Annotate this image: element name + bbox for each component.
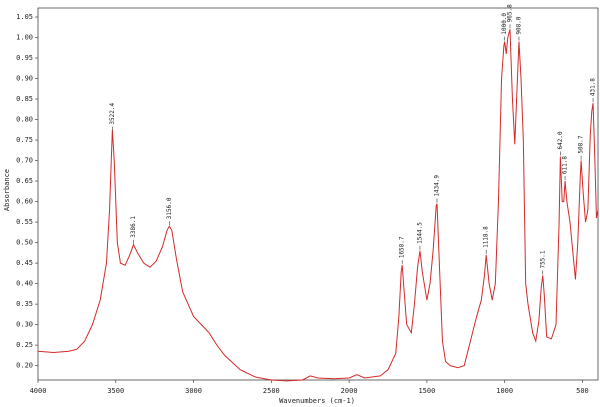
- peak-label: 611.8: [562, 156, 569, 174]
- y-tick-label: 0.95: [16, 54, 33, 62]
- y-tick-label: 0.75: [16, 136, 33, 144]
- plot-frame: [37, 7, 599, 381]
- peak-label: 1434.9: [434, 175, 441, 197]
- peak-label: 1658.7: [399, 236, 406, 258]
- y-tick-label: 0.50: [16, 239, 33, 247]
- y-tick-label: 0.40: [16, 280, 33, 288]
- peak-label: 508.7: [578, 135, 585, 153]
- y-tick-label: 0.90: [16, 75, 33, 83]
- y-tick-label: 0.65: [16, 177, 33, 185]
- x-tick-label: 3500: [107, 387, 124, 395]
- y-tick-label: 0.25: [16, 341, 33, 349]
- x-tick-label: 3000: [185, 387, 202, 395]
- peak-label: 642.0: [557, 131, 564, 149]
- x-tick-label: 1500: [418, 387, 435, 395]
- y-tick-label: 0.60: [16, 198, 33, 206]
- peak-label: 431.8: [590, 78, 597, 96]
- y-tick-label: 0.55: [16, 218, 33, 226]
- y-axis-title: Absorbance: [3, 169, 11, 211]
- peak-label: 755.1: [539, 250, 546, 268]
- x-tick-label: 500: [576, 387, 589, 395]
- y-tick-label: 0.45: [16, 259, 33, 267]
- x-tick-label: 2500: [263, 387, 280, 395]
- peak-label: 965.8: [506, 4, 513, 22]
- x-tick-label: 2000: [341, 387, 358, 395]
- y-tick-label: 1.05: [16, 13, 33, 21]
- y-tick-label: 0.85: [16, 95, 33, 103]
- peak-label: 1118.8: [483, 226, 490, 248]
- x-axis-title: Wavenumbers (cm-1): [279, 397, 355, 405]
- y-tick-label: 0.80: [16, 116, 33, 124]
- y-tick-label: 0.30: [16, 321, 33, 329]
- peak-label: 908.0: [515, 16, 522, 34]
- y-tick-label: 0.35: [16, 300, 33, 308]
- peak-label: 3522.4: [109, 103, 116, 125]
- spectrum-line: [37, 29, 599, 382]
- x-tick-label: 4000: [30, 387, 47, 395]
- peak-label: 3156.0: [166, 197, 173, 219]
- peak-label: 3386.1: [130, 216, 137, 238]
- peak-label: 1544.5: [416, 222, 423, 244]
- x-tick-label: 1000: [496, 387, 513, 395]
- y-tick-label: 0.20: [16, 362, 33, 370]
- y-tick-label: 0.70: [16, 157, 33, 165]
- y-tick-label: 1.00: [16, 34, 33, 42]
- peak-label: 1000.0: [501, 13, 508, 35]
